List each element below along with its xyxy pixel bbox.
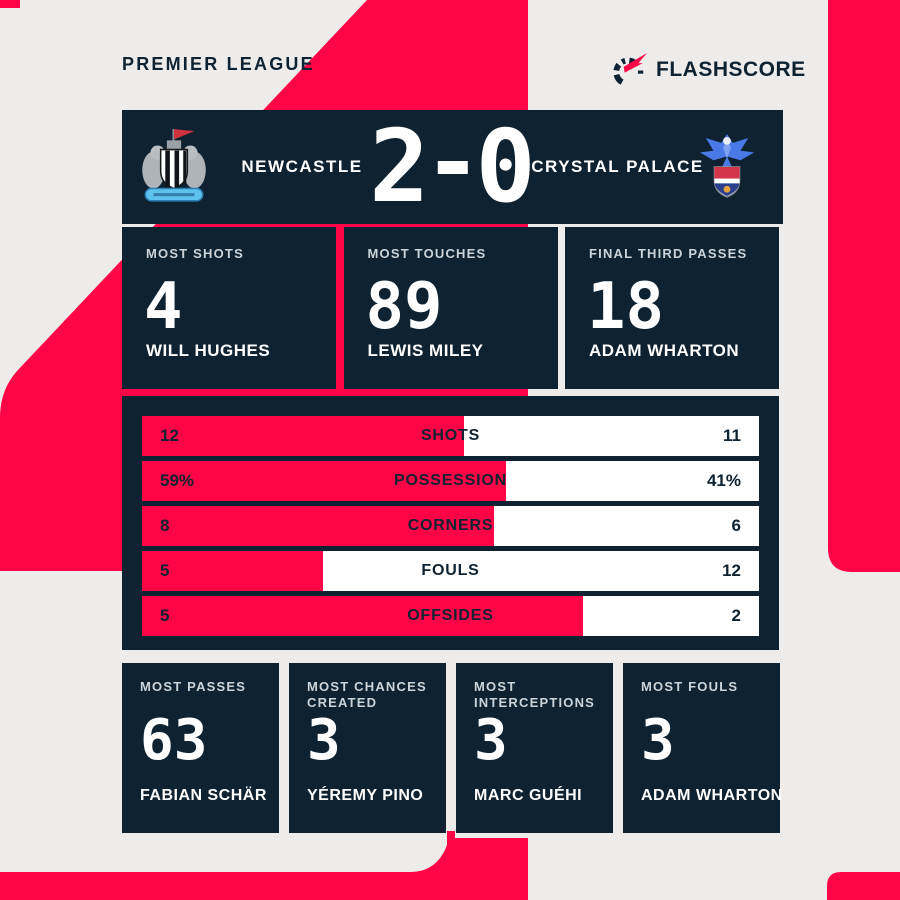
- stat-bar-shots: 12 SHOTS 11: [142, 416, 759, 456]
- home-bar-fill: [142, 506, 495, 546]
- stat-label: MOST TOUCHES: [367, 246, 487, 261]
- stat-comparison-panel: 12 SHOTS 11 59% POSSESSION 41% 8 CORNERS…: [122, 396, 779, 650]
- stat-value: 3: [641, 708, 675, 773]
- stat-label: MOST PASSES: [140, 679, 247, 694]
- match-score: 2 0: [369, 117, 535, 217]
- stat-player: LEWIS MILEY: [367, 341, 484, 360]
- home-value: 59%: [160, 471, 195, 490]
- stat-card-most-interceptions: MOST INTERCEPTIONS 3 MARC GUÉHI: [456, 663, 613, 833]
- bar-label: SHOTS: [420, 427, 481, 444]
- away-team-name: CRYSTAL PALACE: [531, 157, 704, 176]
- away-value: 12: [722, 561, 741, 580]
- competition-title: PREMIER LEAGUE: [122, 54, 315, 74]
- brand-name: FLASHSCORE: [656, 58, 806, 81]
- bottom-stat-cards: MOST PASSES 63 FABIAN SCHÄR MOST CHANCES…: [122, 663, 783, 833]
- top-stat-cards: MOST SHOTS 4 WILL HUGHES MOST TOUCHES 89…: [122, 227, 779, 389]
- stat-card-most-fouls: MOST FOULS 3 ADAM WHARTON: [623, 663, 783, 833]
- home-bar-fill: [142, 461, 507, 501]
- stat-card-most-passes: MOST PASSES 63 FABIAN SCHÄR: [122, 663, 279, 833]
- score-header: NEWCASTLE 2 0 CRYSTAL PALACE: [122, 110, 783, 224]
- bar-label: FOULS: [421, 562, 480, 579]
- away-value: 11: [723, 426, 741, 445]
- stat-value: 3: [307, 708, 341, 773]
- stat-label: MOST INTERCEPTIONS: [474, 679, 596, 710]
- bar-label: OFFSIDES: [407, 607, 494, 624]
- flashscore-icon: [613, 53, 647, 87]
- home-value: 8: [160, 516, 170, 535]
- stat-player: WILL HUGHES: [146, 341, 271, 360]
- stat-card-final-third-passes: FINAL THIRD PASSES 18 ADAM WHARTON: [565, 227, 779, 389]
- stat-label: MOST SHOTS: [146, 246, 244, 261]
- bottom-right-chip-shape: [827, 872, 900, 900]
- stat-player: FABIAN SCHÄR: [140, 787, 267, 804]
- stat-bar-fouls: 5 FOULS 12: [142, 551, 759, 591]
- flashscore-logo: FLASHSCORE: [612, 52, 806, 88]
- score-dash: [437, 160, 468, 174]
- stat-value: 63: [140, 708, 208, 773]
- stat-bar-corners: 8 CORNERS 6: [142, 506, 759, 546]
- home-team-name: NEWCASTLE: [241, 157, 363, 176]
- corner-chip-shape: [0, 0, 20, 8]
- away-value: 6: [731, 516, 741, 535]
- stat-player: ADAM WHARTON: [641, 787, 783, 804]
- stat-label: MOST CHANCES CREATED: [307, 679, 427, 710]
- right-band-shape: [828, 0, 900, 572]
- stat-card-most-touches: MOST TOUCHES 89 LEWIS MILEY: [343, 227, 558, 389]
- stat-value: 18: [587, 270, 665, 344]
- bottom-left-band-shape: [0, 831, 528, 900]
- stat-value: 89: [365, 270, 443, 344]
- away-value: 41%: [706, 471, 741, 490]
- home-value: 12: [160, 426, 179, 445]
- home-bar-fill: [142, 596, 583, 636]
- stat-value: 3: [474, 708, 508, 773]
- stat-bar-offsides: 5 OFFSIDES 2: [142, 596, 759, 636]
- newcastle-crest-icon: [142, 129, 206, 202]
- bar-label: POSSESSION: [394, 472, 507, 489]
- home-bar-fill: [142, 416, 465, 456]
- home-value: 5: [160, 561, 170, 580]
- away-score: 0: [475, 108, 536, 225]
- home-value: 5: [160, 606, 170, 625]
- bar-label: CORNERS: [407, 517, 494, 534]
- stat-label: FINAL THIRD PASSES: [589, 246, 748, 261]
- crystal-palace-crest-icon: [699, 134, 755, 198]
- home-bar-fill: [142, 551, 324, 591]
- stat-value: 4: [144, 270, 183, 344]
- away-value: 2: [731, 606, 741, 625]
- stat-label: MOST FOULS: [641, 679, 739, 694]
- stat-player: MARC GUÉHI: [474, 787, 583, 804]
- home-score: 2: [369, 108, 430, 225]
- stat-player: YÉREMY PINO: [307, 787, 424, 804]
- stat-card-most-chances-created: MOST CHANCES CREATED 3 YÉREMY PINO: [289, 663, 446, 833]
- stat-card-most-shots: MOST SHOTS 4 WILL HUGHES: [122, 227, 336, 389]
- stat-bar-possession: 59% POSSESSION 41%: [142, 461, 759, 501]
- stat-player: ADAM WHARTON: [589, 341, 740, 360]
